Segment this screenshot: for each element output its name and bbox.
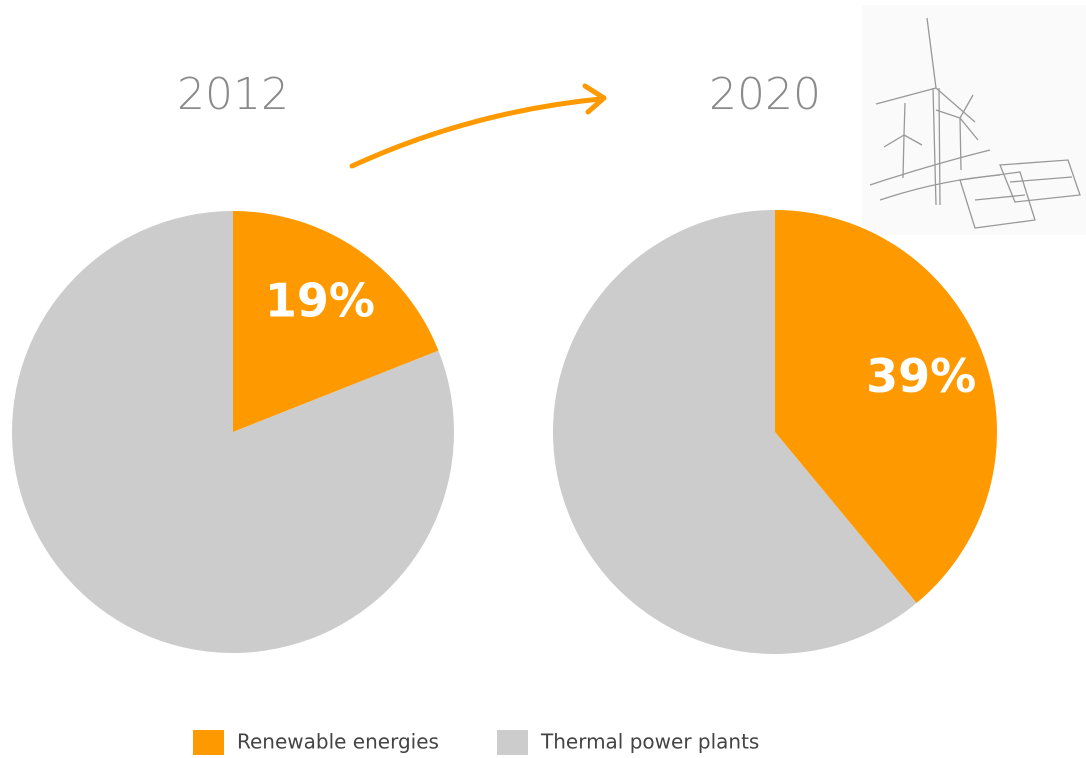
value-label: 19% [265,274,375,328]
chart-title: 2012 [177,69,289,120]
legend-label: Thermal power plants [540,730,759,754]
legend-label: Renewable energies [237,730,439,754]
wind-solar-illustration [862,5,1086,235]
arrow-head [582,83,607,115]
pie-slice [233,211,439,432]
value-label: 39% [866,349,976,403]
arrow [349,96,603,169]
pie-slice [12,211,455,653]
legend-swatch [497,730,528,755]
legend-swatch [193,730,224,755]
pie-slice [553,210,917,654]
chart-title: 2020 [709,69,821,120]
pie-slice [775,210,998,604]
